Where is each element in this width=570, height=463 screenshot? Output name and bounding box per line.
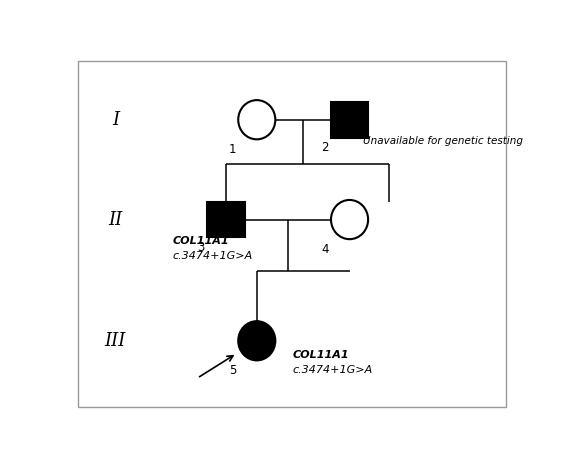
Ellipse shape [238, 100, 275, 139]
Text: COL11A1: COL11A1 [292, 350, 349, 360]
Text: 5: 5 [229, 364, 236, 377]
Bar [207, 202, 245, 238]
Text: 1: 1 [229, 143, 236, 156]
Text: c.3474+1G>A: c.3474+1G>A [292, 365, 372, 375]
Text: 3: 3 [197, 241, 205, 254]
Ellipse shape [238, 321, 275, 360]
FancyBboxPatch shape [78, 61, 506, 407]
Text: 4: 4 [321, 243, 329, 256]
Text: II: II [108, 211, 123, 229]
Bar [331, 102, 368, 138]
Text: COL11A1: COL11A1 [173, 236, 230, 245]
Text: III: III [105, 332, 126, 350]
Text: c.3474+1G>A: c.3474+1G>A [173, 250, 253, 261]
Text: I: I [112, 111, 119, 129]
Ellipse shape [331, 200, 368, 239]
Text: 2: 2 [321, 141, 328, 154]
Text: Unavailable for genetic testing: Unavailable for genetic testing [363, 136, 523, 146]
